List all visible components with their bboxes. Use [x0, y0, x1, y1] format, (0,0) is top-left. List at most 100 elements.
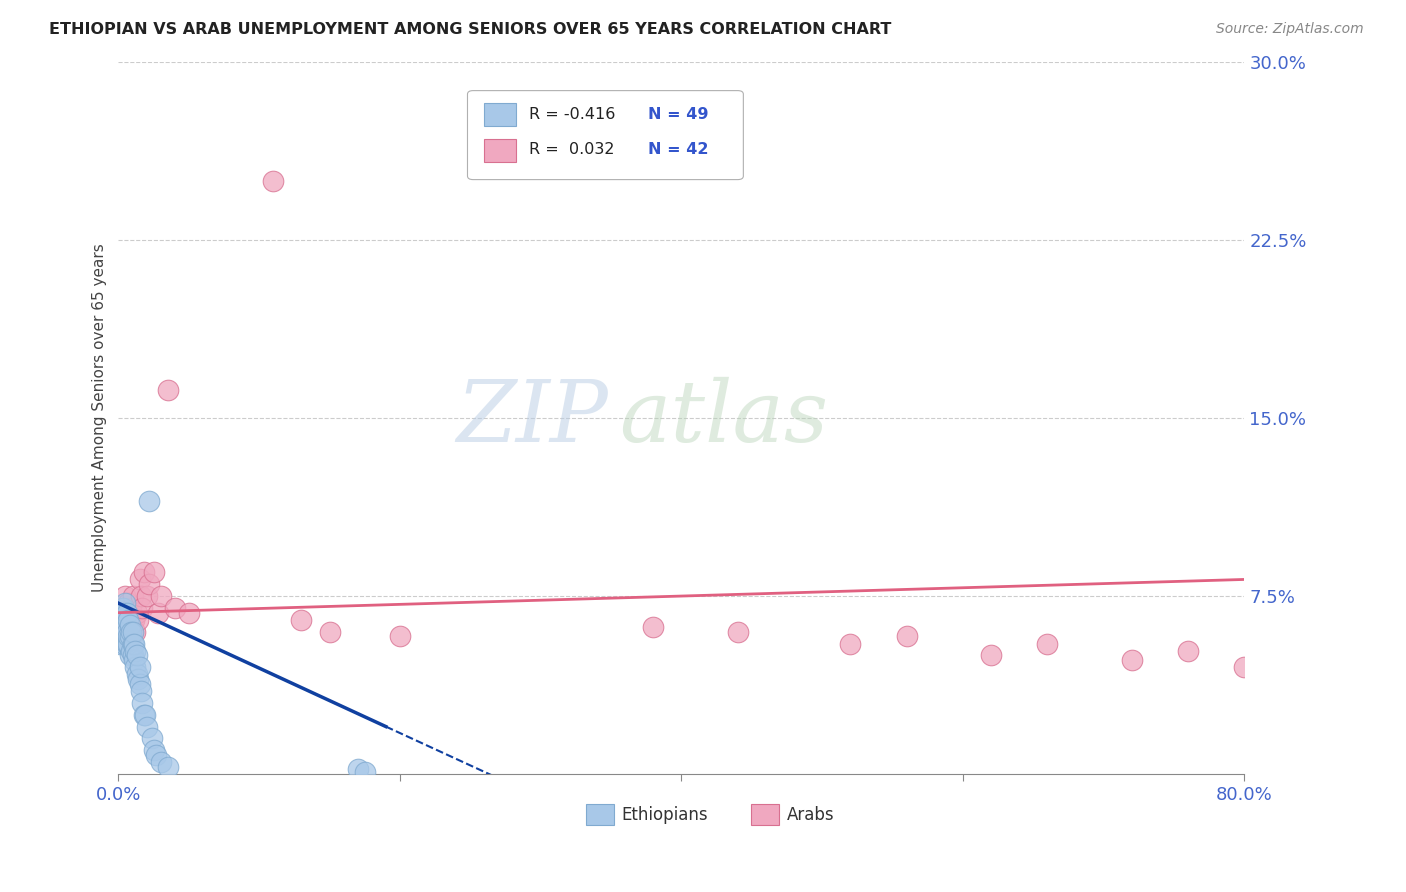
Point [146, 606, 169, 620]
Point [134, 707, 156, 722]
Point [128, 660, 150, 674]
Point [118, 648, 141, 663]
Point [127, 672, 149, 686]
Point [117, 613, 139, 627]
Point [353, 764, 375, 779]
Point [1121, 653, 1143, 667]
Point [128, 573, 150, 587]
Text: ZIP: ZIP [457, 376, 609, 459]
FancyBboxPatch shape [586, 804, 614, 825]
Point [112, 613, 135, 627]
Point [290, 613, 312, 627]
Point [131, 696, 153, 710]
Point [125, 606, 148, 620]
Point [128, 677, 150, 691]
Point [117, 596, 139, 610]
Point [145, 747, 167, 762]
Point [115, 606, 138, 620]
Point [121, 648, 143, 663]
Point [115, 606, 138, 620]
Point [643, 620, 665, 634]
Point [388, 629, 411, 643]
Point [121, 624, 143, 639]
Point [111, 620, 134, 634]
FancyBboxPatch shape [467, 91, 744, 179]
Text: R =  0.032: R = 0.032 [530, 142, 614, 157]
Point [138, 494, 160, 508]
Point [318, 624, 340, 639]
Point [129, 589, 152, 603]
Point [131, 601, 153, 615]
Y-axis label: Unemployment Among Seniors over 65 years: Unemployment Among Seniors over 65 years [93, 244, 107, 592]
Point [156, 760, 179, 774]
Point [127, 613, 149, 627]
Point [124, 624, 146, 639]
Point [114, 629, 136, 643]
Point [124, 643, 146, 657]
Text: N = 49: N = 49 [648, 107, 709, 121]
Point [115, 636, 138, 650]
Text: N = 42: N = 42 [648, 142, 709, 157]
Text: Arabs: Arabs [787, 805, 835, 823]
Point [114, 596, 136, 610]
Point [120, 643, 142, 657]
Point [132, 707, 155, 722]
Point [111, 601, 134, 615]
Point [980, 648, 1002, 663]
Point [122, 636, 145, 650]
Point [1177, 643, 1199, 657]
Point [117, 636, 139, 650]
Point [114, 613, 136, 627]
Point [896, 629, 918, 643]
Point [125, 667, 148, 681]
Point [156, 383, 179, 397]
Text: atlas: atlas [620, 376, 828, 459]
Point [177, 606, 200, 620]
Text: Ethiopians: Ethiopians [621, 805, 709, 823]
Point [114, 589, 136, 603]
Point [124, 660, 146, 674]
Point [110, 629, 132, 643]
Point [110, 613, 132, 627]
Point [121, 624, 143, 639]
Point [142, 743, 165, 757]
Point [346, 762, 368, 776]
Point [149, 755, 172, 769]
Point [142, 566, 165, 580]
Point [163, 601, 186, 615]
Point [118, 617, 141, 632]
Text: Source: ZipAtlas.com: Source: ZipAtlas.com [1216, 22, 1364, 37]
Text: R = -0.416: R = -0.416 [530, 107, 616, 121]
Point [135, 589, 157, 603]
FancyBboxPatch shape [485, 103, 516, 126]
Point [141, 731, 163, 746]
Point [108, 636, 131, 650]
Point [120, 601, 142, 615]
Point [149, 589, 172, 603]
Point [132, 566, 155, 580]
Point [121, 589, 143, 603]
Point [120, 624, 142, 639]
Point [138, 577, 160, 591]
Point [121, 636, 143, 650]
Point [111, 629, 134, 643]
Point [262, 174, 284, 188]
Point [118, 613, 141, 627]
Point [839, 636, 862, 650]
Point [117, 629, 139, 643]
FancyBboxPatch shape [485, 139, 516, 161]
FancyBboxPatch shape [751, 804, 779, 825]
Point [129, 684, 152, 698]
Point [122, 653, 145, 667]
Text: ETHIOPIAN VS ARAB UNEMPLOYMENT AMONG SENIORS OVER 65 YEARS CORRELATION CHART: ETHIOPIAN VS ARAB UNEMPLOYMENT AMONG SEN… [49, 22, 891, 37]
Point [122, 613, 145, 627]
Point [108, 624, 131, 639]
Point [114, 620, 136, 634]
Point [115, 624, 138, 639]
Point [1233, 660, 1256, 674]
Point [114, 620, 136, 634]
Point [112, 624, 135, 639]
Point [118, 629, 141, 643]
Point [1036, 636, 1059, 650]
Point [111, 601, 134, 615]
